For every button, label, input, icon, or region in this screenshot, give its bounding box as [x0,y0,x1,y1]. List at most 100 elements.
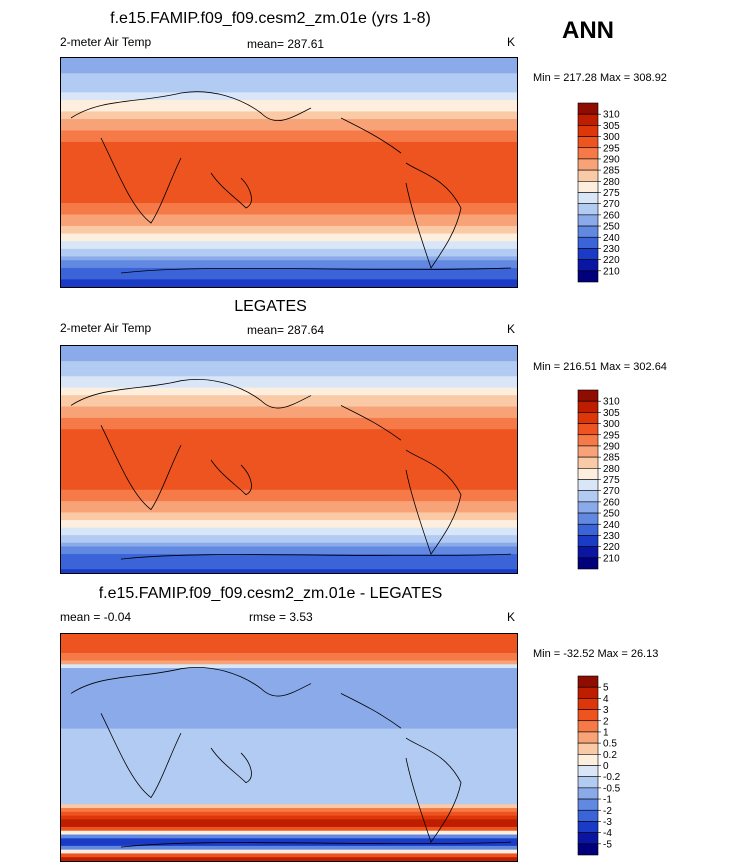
field-band [61,538,517,544]
colorbar-swatch [577,192,599,204]
field-band [61,789,517,794]
panel-1-units-label: K [507,35,516,49]
field-band [61,702,517,707]
colorbar-tick-label: 270 [603,486,620,497]
field-band [61,497,517,502]
field-band [61,119,517,124]
field-band [61,736,517,741]
colorbar-swatch [577,512,599,525]
field-band [61,61,517,67]
field-band [61,690,517,696]
colorbar-swatch [577,535,599,547]
field-band [61,751,517,756]
field-band [61,349,517,355]
colorbar-swatch [577,832,599,845]
colorbar-swatch [577,523,599,536]
field-band [61,149,517,155]
colorbar-swatch [577,259,599,272]
panel-1-mean-label: mean= 287.61 [247,37,325,51]
field-band [61,391,517,396]
field-band [61,542,517,548]
field-band [61,203,517,208]
colorbar-swatch [577,557,599,570]
field-band [61,372,517,377]
field-band [61,743,517,749]
field-band [61,425,517,430]
field-band [61,402,517,408]
field-band [61,713,517,718]
colorbar-swatch [577,776,599,789]
field-band [61,482,517,487]
colorbar-swatch [577,501,599,514]
field-band [61,501,517,506]
colorbar-tick-label: -2 [603,806,612,817]
field-band [61,728,517,733]
field-band [61,103,517,109]
field-band [61,229,517,235]
field-band [61,421,517,427]
field-band [61,470,517,476]
field-band [61,444,517,449]
colorbar-swatch [577,468,599,480]
field-band [61,410,517,415]
field-band [61,80,517,86]
colorbar-tick-label: 260 [603,210,620,221]
field-band [61,126,517,132]
colorbar-tick-label: 310 [603,110,620,121]
colorbar-tick-label: -0.5 [603,783,621,794]
colorbar-swatch [577,125,599,137]
colorbar-tick-label: -1 [603,795,612,806]
field-band [61,368,517,374]
field-band [61,641,517,646]
field-band [61,773,517,779]
field-band [61,380,517,385]
field-band [61,115,517,120]
colorbar-swatch [577,136,599,149]
field-band [61,527,517,532]
field-band [61,656,517,662]
panel-2-map [60,345,518,574]
colorbar-swatch [577,456,599,469]
field-band [61,222,517,227]
field-band [61,387,517,392]
field-band [61,508,517,514]
field-band [61,554,517,559]
field-band [61,474,517,480]
colorbar-tick-label: 250 [603,509,620,520]
field-band [61,260,517,265]
panel-2-colorbar-svg: 3103053002952902852802752702602502402302… [577,389,620,570]
colorbar-swatch [577,479,599,491]
field-band [61,732,517,737]
field-band [61,210,517,216]
colorbar-swatch [577,225,599,238]
field-band [61,176,517,181]
field-band [61,679,517,684]
field-band [61,233,517,238]
field-band [61,241,517,246]
colorbar-tick-label: 290 [603,154,620,165]
field-band [61,516,517,521]
field-band [61,414,517,419]
field-band [61,838,517,843]
colorbar-swatch [577,720,599,733]
colorbar-tick-label: -3 [603,817,612,828]
panel-1-colorbar: 310 305 300 295 290 285 280 275 270 260 250 240 230 2… [577,102,628,283]
field-band [61,145,517,151]
field-band [61,191,517,196]
field-band [61,99,517,105]
colorbar-tick-label: 275 [603,188,620,199]
panel-1-variable-label: 2-meter Air Temp [60,35,152,49]
colorbar-tick-label: 305 [603,121,620,132]
colorbar-swatch [577,754,599,766]
field-band [61,671,517,677]
field-band [61,448,517,453]
field-band [61,138,517,143]
field-band [61,698,517,703]
field-band [61,77,517,82]
field-band [61,161,517,166]
panel-3-minmax: Min = -32.52 Max = 26.13 [533,648,659,660]
field-band [61,214,517,219]
field-band [61,364,517,370]
field-band [61,550,517,555]
colorbar-tick-label: 210 [603,553,620,564]
